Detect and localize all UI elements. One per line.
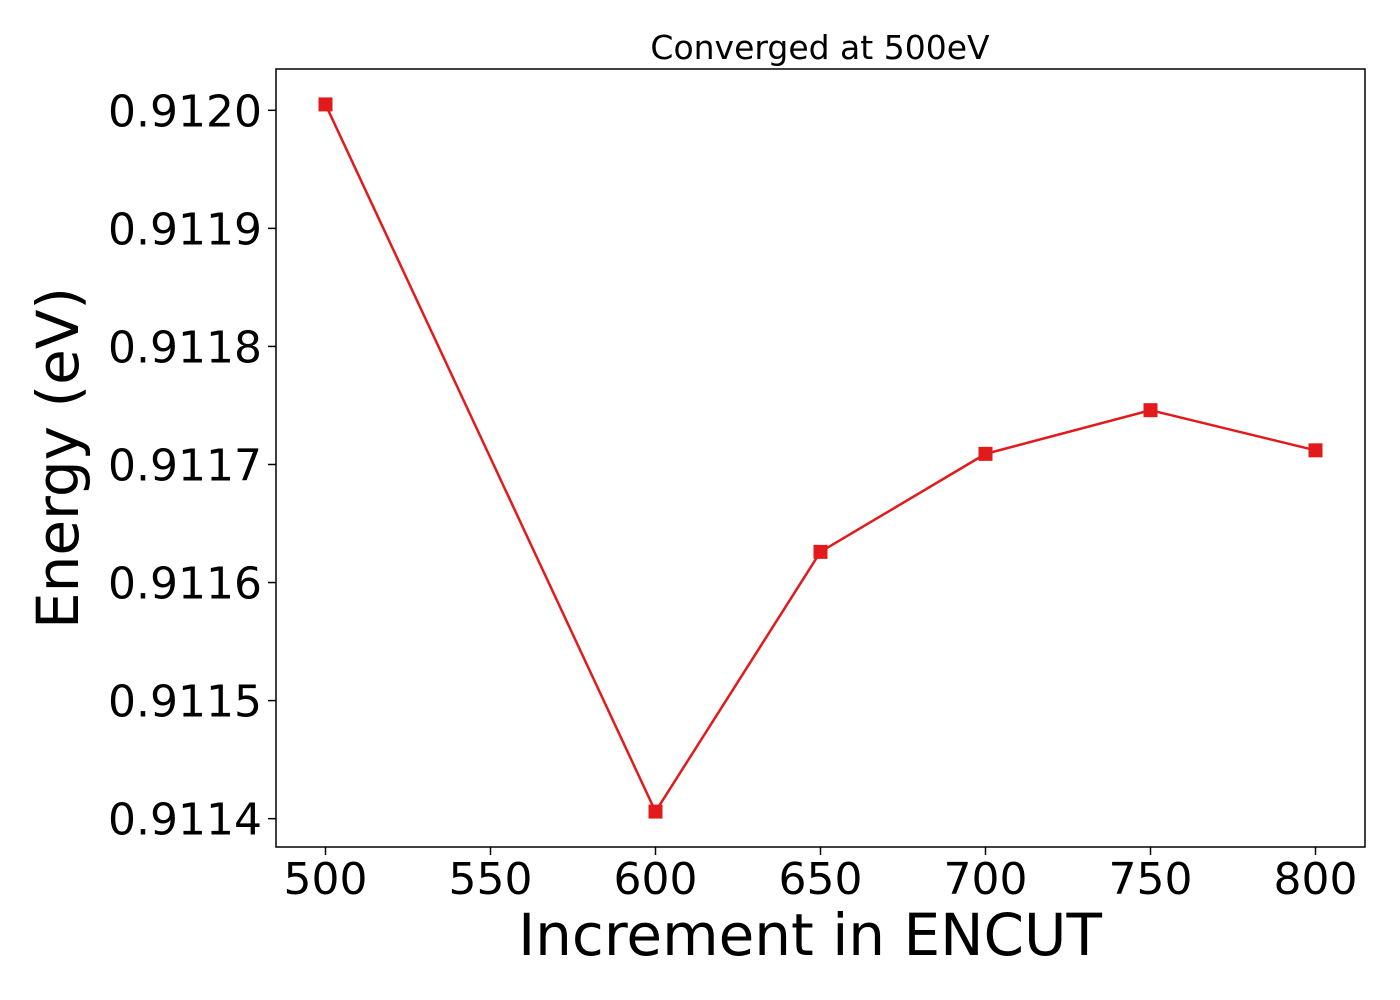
x-tick-label: 650 bbox=[779, 854, 863, 905]
x-tick-label: 800 bbox=[1274, 854, 1358, 905]
y-tick-label: 0.9114 bbox=[108, 795, 262, 846]
x-tick-label: 700 bbox=[944, 854, 1028, 905]
y-tick-label: 0.9120 bbox=[108, 86, 262, 137]
plot-frame bbox=[275, 68, 1366, 848]
y-tick-label: 0.9115 bbox=[108, 677, 262, 728]
data-point-marker bbox=[318, 97, 333, 112]
y-axis: 0.9114 0.9115 0.9116 0.9117 0.9118 0.9119 0.91… bbox=[108, 86, 276, 846]
data-point-marker bbox=[978, 446, 993, 461]
y-tick-label: 0.9116 bbox=[108, 559, 262, 610]
y-tick-label: 0.9118 bbox=[108, 322, 262, 373]
data-point-marker bbox=[1143, 403, 1158, 418]
x-axis-label: Increment in ENCUT bbox=[518, 901, 1102, 969]
y-tick-label: 0.9117 bbox=[108, 440, 262, 491]
x-tick-label: 750 bbox=[1109, 854, 1193, 905]
x-tick-label: 500 bbox=[284, 854, 368, 905]
data-point-marker bbox=[648, 804, 663, 819]
plot-area bbox=[318, 97, 1323, 819]
data-point-marker bbox=[1308, 443, 1323, 458]
series-line bbox=[324, 103, 1316, 813]
y-axis-label: Energy (eV) bbox=[24, 287, 92, 629]
data-point-marker bbox=[813, 544, 828, 559]
x-tick-label: 550 bbox=[449, 854, 533, 905]
x-axis: 500 550 600 650 700 750 800 bbox=[284, 847, 1358, 905]
x-tick-label: 600 bbox=[614, 854, 698, 905]
chart-title: Converged at 500eV bbox=[650, 28, 990, 67]
y-tick-label: 0.9119 bbox=[108, 204, 262, 255]
